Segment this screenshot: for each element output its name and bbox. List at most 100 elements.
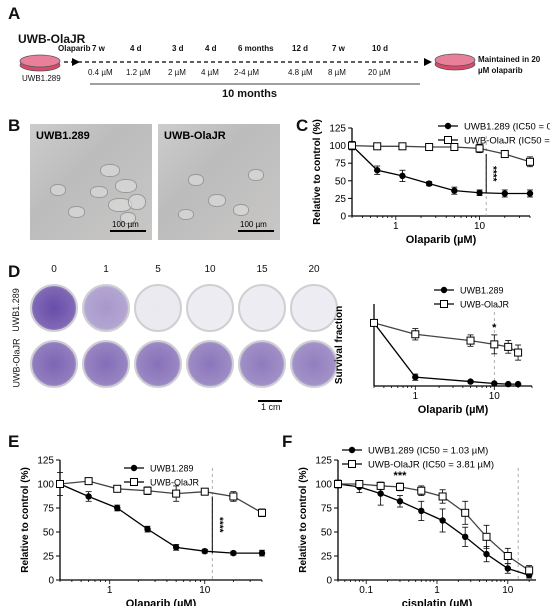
well-conc-label: 10 bbox=[204, 264, 216, 275]
x-tick-label: 10 bbox=[199, 585, 211, 596]
y-tick-label: 0 bbox=[340, 212, 346, 223]
data-point bbox=[114, 504, 121, 512]
data-point bbox=[348, 141, 356, 150]
colony-well bbox=[186, 284, 234, 332]
x-tick-label: 10 bbox=[502, 585, 514, 596]
data-point bbox=[425, 180, 433, 187]
series-line bbox=[337, 483, 530, 576]
data-point bbox=[144, 525, 151, 533]
data-point bbox=[172, 544, 180, 551]
legend-marker bbox=[440, 300, 448, 308]
timeline-duration: 10 d bbox=[372, 44, 389, 53]
data-point bbox=[504, 565, 512, 572]
timeline-dose: 8 µM bbox=[328, 68, 346, 77]
scale-bar-label: 100 µm bbox=[240, 220, 267, 229]
data-point bbox=[450, 143, 459, 152]
data-point bbox=[258, 549, 266, 557]
data-point bbox=[505, 380, 512, 388]
y-tick-label: 125 bbox=[315, 456, 332, 467]
y-tick-label: 50 bbox=[335, 176, 347, 187]
data-point bbox=[417, 486, 426, 495]
significance-label: * bbox=[492, 322, 497, 334]
timeline-dose: 1.2 µM bbox=[126, 68, 151, 77]
x-tick-label: 10 bbox=[474, 221, 486, 232]
data-point bbox=[466, 336, 475, 345]
timeline-duration: 4 d bbox=[130, 44, 142, 53]
timeline-duration: 12 d bbox=[292, 44, 309, 53]
scale-bar bbox=[110, 230, 146, 232]
y-tick-label: 25 bbox=[321, 552, 333, 563]
x-tick-label: 1 bbox=[413, 391, 419, 402]
timeline-duration: 6 months bbox=[238, 44, 274, 53]
y-tick-label: 125 bbox=[329, 124, 346, 135]
data-point bbox=[334, 480, 342, 488]
data-point bbox=[85, 493, 92, 500]
colony-well bbox=[134, 284, 182, 332]
legend-label: UWB-OlaJR (IC50 = 3.81 µM) bbox=[368, 460, 494, 471]
legend-marker bbox=[130, 478, 138, 486]
timeline-duration: 4 d bbox=[205, 44, 217, 53]
drug-label: Olaparib bbox=[58, 44, 91, 53]
x-tick-label: 1 bbox=[434, 585, 440, 596]
y-tick-label: 25 bbox=[335, 194, 347, 205]
data-point bbox=[526, 157, 534, 166]
d-scale-bar bbox=[258, 400, 282, 402]
colony-well bbox=[290, 340, 338, 388]
panel-a-label: A bbox=[8, 4, 21, 23]
data-point bbox=[396, 498, 404, 505]
data-point bbox=[200, 487, 209, 496]
parent-line-label: UWB1.289 bbox=[22, 74, 61, 83]
timeline-dose: 2 µM bbox=[168, 68, 186, 77]
data-point bbox=[201, 548, 208, 555]
data-point bbox=[398, 142, 407, 151]
data-point bbox=[143, 486, 152, 495]
data-point bbox=[514, 348, 523, 357]
well-conc-label: 0 bbox=[51, 264, 57, 275]
data-point bbox=[491, 380, 498, 387]
timeline-dose: 4.8 µM bbox=[288, 68, 313, 77]
y-tick-label: 25 bbox=[43, 552, 55, 563]
y-tick-label: 100 bbox=[329, 141, 346, 152]
data-point bbox=[483, 550, 490, 558]
x-tick-label: 1 bbox=[107, 585, 113, 596]
data-point bbox=[84, 477, 93, 486]
significance-label: **** bbox=[487, 166, 498, 182]
data-point bbox=[526, 190, 534, 197]
legend-marker bbox=[444, 122, 452, 130]
significance-label: *** bbox=[394, 470, 408, 482]
row-label-uwb1289: UWB1.289 bbox=[10, 288, 21, 332]
data-point bbox=[258, 508, 266, 517]
x-axis-label: Olaparib (µM) bbox=[126, 598, 197, 606]
y-tick-label: 50 bbox=[321, 528, 333, 539]
series-line bbox=[59, 483, 262, 554]
legend-marker bbox=[440, 286, 448, 294]
y-tick-label: 0 bbox=[48, 576, 54, 587]
colony-well bbox=[238, 284, 286, 332]
colony-well bbox=[134, 340, 182, 388]
colony-well bbox=[186, 340, 234, 388]
data-point bbox=[467, 378, 474, 385]
data-point bbox=[377, 490, 384, 497]
legend-label: UWB-OlaJR bbox=[460, 300, 509, 310]
x-axis-label: Olaparib (µM) bbox=[418, 404, 489, 416]
colony-well bbox=[82, 284, 130, 332]
well-conc-label: 15 bbox=[256, 264, 268, 275]
data-point bbox=[355, 480, 364, 488]
data-point bbox=[376, 481, 385, 490]
data-point bbox=[373, 142, 382, 151]
panel-d-label: D bbox=[8, 262, 21, 281]
timeline-dose: 4 µM bbox=[201, 68, 219, 77]
colony-well bbox=[30, 284, 78, 332]
data-point bbox=[476, 189, 483, 196]
y-axis-label: Relative to control (%) bbox=[312, 119, 323, 225]
colony-well bbox=[30, 340, 78, 388]
y-tick-label: 75 bbox=[321, 504, 333, 515]
timeline-dose: 2-4 µM bbox=[234, 68, 260, 77]
series-line bbox=[351, 144, 531, 163]
panel-a-timeline bbox=[19, 53, 476, 85]
timeline-duration: 7 w bbox=[92, 44, 105, 53]
data-point bbox=[482, 532, 491, 541]
legend-marker bbox=[444, 136, 452, 144]
